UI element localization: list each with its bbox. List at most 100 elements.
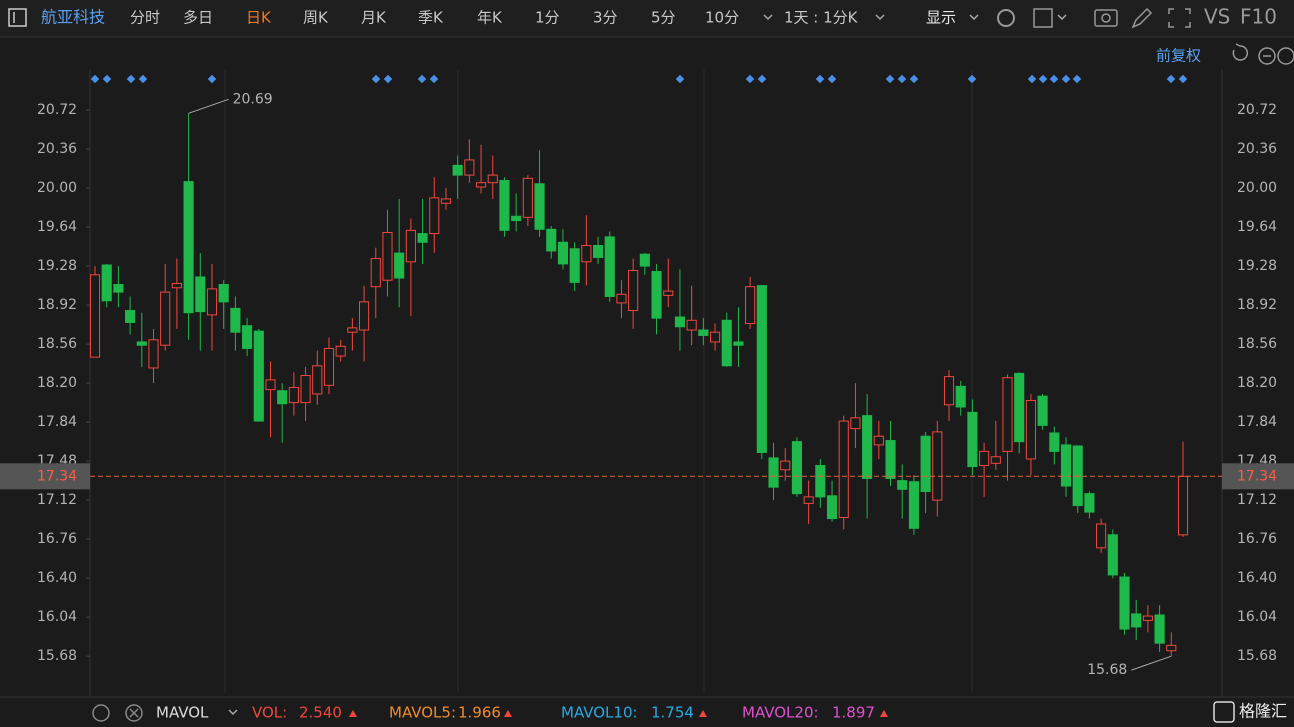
tabs: 分时 多日 日K 周K 月K 季K 年K 1分 3分 5分 10分 — [130, 9, 739, 27]
tab[interactable]: 多日 — [183, 9, 213, 27]
indicator-name[interactable]: MAVOL — [156, 704, 209, 722]
candle-body — [920, 435, 931, 492]
candle-body — [394, 252, 405, 279]
candle-body — [206, 288, 218, 316]
candle-body — [1049, 432, 1060, 452]
candle-body — [651, 271, 662, 319]
candle-body — [277, 390, 288, 405]
up-arrow — [349, 710, 357, 717]
tab[interactable]: 10分 — [705, 9, 739, 27]
tab[interactable]: 周K — [303, 9, 329, 27]
display-button[interactable]: 显示 — [926, 9, 956, 27]
y-tick-label: 15.68 — [37, 648, 77, 664]
f10-button[interactable]: F10 — [1240, 5, 1277, 29]
toolbar — [0, 0, 1294, 37]
indicator-close-icon[interactable] — [125, 704, 143, 722]
min-label: 15.68 — [1087, 662, 1127, 678]
y-tick-label: 19.28 — [37, 258, 77, 274]
tab[interactable]: 5分 — [651, 9, 676, 27]
candle-body — [487, 174, 498, 184]
candle-body — [674, 316, 686, 328]
y2-tick-label: 16.40 — [1237, 570, 1277, 586]
candle-body — [534, 183, 545, 230]
candle-body — [1072, 445, 1083, 507]
up-arrow — [699, 710, 707, 717]
candle-body — [592, 245, 604, 258]
y2-tick-label: 19.28 — [1237, 258, 1277, 274]
min-leader — [1131, 655, 1172, 671]
menu-icon[interactable] — [8, 8, 27, 27]
candle-body — [136, 341, 147, 346]
event-marker[interactable] — [417, 74, 427, 84]
event-marker[interactable] — [90, 74, 100, 84]
zoom-out-icon[interactable] — [1258, 47, 1276, 65]
candle-body — [230, 307, 241, 333]
event-marker[interactable] — [207, 74, 217, 84]
event-marker[interactable] — [383, 74, 393, 84]
candle-body — [370, 258, 381, 288]
up-arrow — [880, 710, 888, 717]
candle-body — [569, 248, 580, 283]
candle-body — [686, 319, 697, 331]
candle-body — [908, 481, 919, 529]
tab[interactable]: 月K — [361, 9, 387, 27]
candle-body — [780, 460, 791, 471]
event-marker[interactable] — [429, 74, 439, 84]
tab[interactable]: 3分 — [593, 9, 618, 27]
period-select[interactable]: 1天 : 1分K — [784, 9, 859, 27]
candle-body — [768, 457, 779, 488]
event-marker[interactable] — [371, 74, 381, 84]
settings-icon[interactable] — [997, 9, 1015, 27]
tab[interactable]: 季K — [418, 9, 444, 27]
last-price-tag — [1222, 463, 1294, 490]
event-marker[interactable] — [138, 74, 148, 84]
indicator-settings-icon[interactable] — [92, 704, 110, 722]
y-tick-label: 20.72 — [37, 102, 77, 118]
candle-body — [288, 386, 299, 404]
camera-icon[interactable] — [1094, 9, 1118, 27]
last-price-tag — [0, 463, 90, 490]
y2-tick-label: 16.76 — [1237, 531, 1277, 547]
tab[interactable]: 1分 — [535, 9, 560, 27]
stock-name[interactable]: 航亚科技 — [41, 8, 105, 27]
box-icon[interactable] — [1033, 8, 1053, 28]
candle-body — [791, 441, 802, 495]
event-marker[interactable] — [102, 74, 112, 84]
y2-tick-label: 20.72 — [1237, 102, 1277, 118]
candle-body — [932, 431, 943, 501]
candle-body — [1014, 372, 1025, 443]
candle-body — [955, 385, 966, 408]
adjust-mode[interactable]: 前复权 — [1156, 47, 1201, 65]
candle-body — [967, 411, 978, 468]
candle-body — [101, 264, 112, 302]
candle-body — [347, 327, 358, 333]
y2-tick-label: 18.92 — [1237, 297, 1277, 313]
pen-icon[interactable] — [1131, 7, 1153, 29]
candle-body — [300, 375, 311, 404]
candle-body — [721, 319, 732, 367]
brand-name: 格隆汇 — [1239, 702, 1287, 721]
tab[interactable]: 分时 — [130, 9, 160, 27]
zoom-in-icon[interactable] — [1277, 47, 1294, 65]
candle-body — [511, 215, 522, 222]
vs-button[interactable]: VS — [1204, 5, 1230, 29]
candle-body — [312, 365, 323, 395]
candle-body — [452, 164, 463, 176]
up-arrow — [504, 710, 512, 717]
candle-body — [639, 253, 650, 267]
candle-body — [1154, 614, 1165, 644]
candle-body — [382, 232, 393, 281]
event-marker[interactable] — [126, 74, 136, 84]
candle-body — [885, 440, 896, 479]
camera-lens — [1101, 13, 1111, 23]
y-tick-label: 18.20 — [37, 375, 77, 391]
y-tick-label: 20.36 — [37, 141, 77, 157]
fullscreen-icon[interactable] — [1168, 8, 1191, 28]
reset-icon[interactable] — [1232, 43, 1249, 61]
dropdown-arrow — [875, 14, 885, 21]
tab[interactable]: 年K — [477, 9, 503, 27]
tab[interactable]: 日K — [246, 9, 272, 27]
y-tick-label: 18.56 — [37, 336, 77, 352]
indicator-label: VOL: — [252, 704, 287, 722]
